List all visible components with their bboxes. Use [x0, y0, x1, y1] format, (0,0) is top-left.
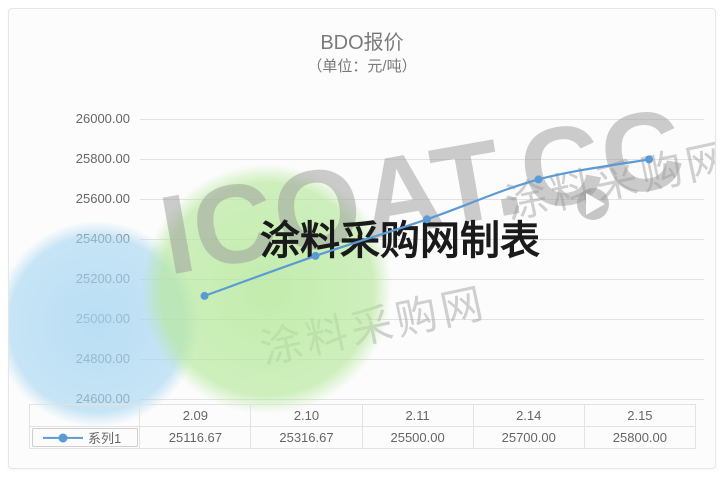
- svg-text:涂料采购网制表: 涂料采购网制表: [260, 219, 540, 263]
- svg-text:ICOAT.CC: ICOAT.CC: [151, 84, 693, 299]
- svg-text:涂料采购网: 涂料采购网: [501, 134, 716, 228]
